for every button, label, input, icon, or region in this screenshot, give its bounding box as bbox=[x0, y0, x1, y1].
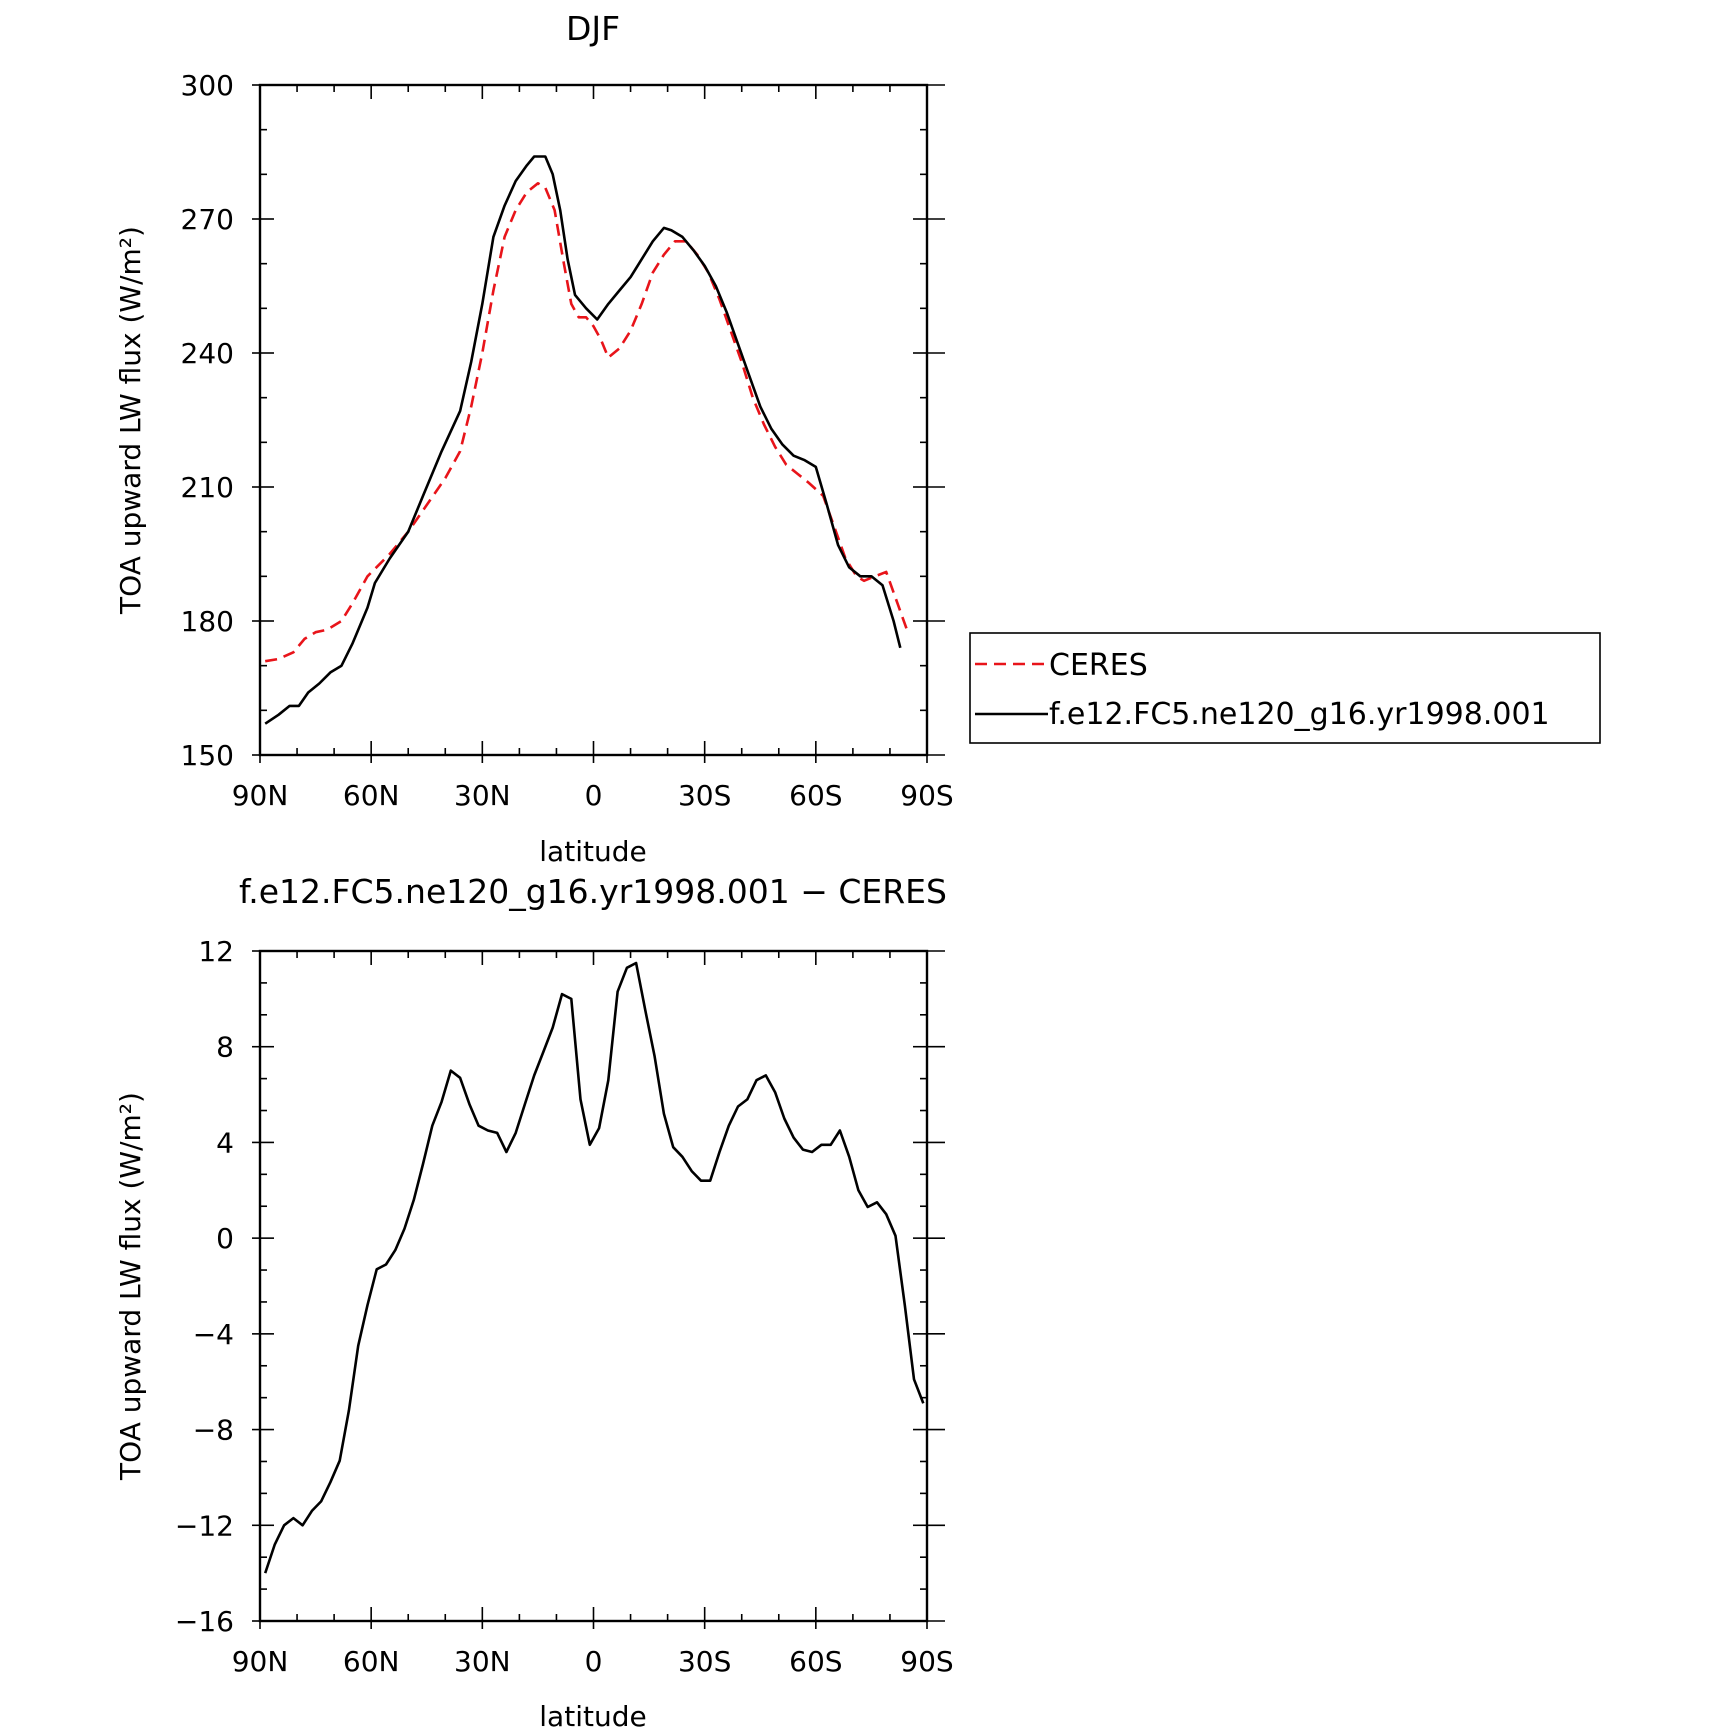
top-panel-frame bbox=[258, 83, 929, 757]
bottom-panel-ylabel: TOA upward LW flux (W/m²) bbox=[114, 1092, 147, 1481]
bottom-x-tick-label: 0 bbox=[585, 1645, 603, 1678]
bottom-y-tick-label: −8 bbox=[193, 1414, 234, 1447]
bottom-x-tick-label: 60S bbox=[789, 1645, 842, 1678]
top-panel-tick-labels: 90N 60N 30N 0 30S 60S 90S 150 180 210 240 270 300 bbox=[181, 69, 954, 812]
legend-box bbox=[969, 632, 1601, 744]
legend: CERES f.e12.FC5.ne120_g16.yr1998.001 bbox=[969, 632, 1601, 744]
top-y-tick-label: 210 bbox=[181, 471, 234, 504]
bottom-panel-tick-labels: 90N 60N 30N 0 30S 60S 90S −16 −12 −8 −4 0 4 8 12 bbox=[175, 935, 954, 1678]
top-y-tick-label: 180 bbox=[181, 605, 234, 638]
bottom-y-tick-label: 12 bbox=[198, 935, 234, 968]
bottom-y-tick-label: −12 bbox=[175, 1509, 234, 1542]
top-x-tick-label: 0 bbox=[585, 779, 603, 812]
bottom-y-tick-label: 0 bbox=[216, 1222, 234, 1255]
bottom-y-tick-label: 8 bbox=[216, 1031, 234, 1064]
top-x-tick-label: 60S bbox=[789, 779, 842, 812]
top-y-tick-label: 270 bbox=[181, 203, 234, 236]
bottom-x-tick-label: 90N bbox=[232, 1645, 289, 1678]
bottom-panel: f.e12.FC5.ne120_g16.yr1998.001 − CERES 9… bbox=[114, 872, 954, 1733]
top-x-tick-label: 30N bbox=[454, 779, 511, 812]
legend-label-ceres: CERES bbox=[1049, 648, 1148, 683]
bottom-panel-series bbox=[263, 961, 925, 1574]
top-x-tick-label: 90N bbox=[232, 779, 289, 812]
bottom-panel-xlabel: latitude bbox=[539, 1700, 646, 1733]
top-series-line-ceres bbox=[264, 182, 909, 663]
top-panel: DJF 90N 60N 30N 0 30S 60S 90S 150 180 210 240 270 30… bbox=[114, 9, 954, 868]
top-panel-series bbox=[264, 155, 909, 725]
top-panel-ticks bbox=[252, 84, 945, 763]
bottom-x-tick-label: 90S bbox=[900, 1645, 953, 1678]
top-panel-xlabel: latitude bbox=[539, 835, 646, 868]
top-x-tick-label: 60N bbox=[343, 779, 400, 812]
top-x-tick-label: 30S bbox=[678, 779, 731, 812]
bottom-y-tick-label: −4 bbox=[193, 1318, 234, 1351]
top-y-tick-label: 150 bbox=[181, 739, 234, 772]
bottom-x-tick-label: 60N bbox=[343, 1645, 400, 1678]
legend-label-model: f.e12.FC5.ne120_g16.yr1998.001 bbox=[1049, 697, 1550, 732]
bottom-y-tick-label: −16 bbox=[175, 1605, 234, 1638]
top-panel-ylabel: TOA upward LW flux (W/m²) bbox=[114, 226, 147, 615]
top-x-tick-label: 90S bbox=[900, 779, 953, 812]
top-series-line-f-e12-fc5-ne120-g16-yr1998-001 bbox=[264, 155, 902, 725]
bottom-y-tick-label: 4 bbox=[216, 1126, 234, 1159]
top-y-tick-label: 300 bbox=[181, 69, 234, 102]
bottom-x-tick-label: 30S bbox=[678, 1645, 731, 1678]
top-y-tick-label: 240 bbox=[181, 337, 234, 370]
bottom-x-tick-label: 30N bbox=[454, 1645, 511, 1678]
bottom-series-line-difference bbox=[263, 961, 925, 1574]
bottom-panel-ticks bbox=[252, 950, 945, 1629]
bottom-panel-title: f.e12.FC5.ne120_g16.yr1998.001 − CERES bbox=[239, 872, 947, 911]
top-panel-title: DJF bbox=[566, 9, 620, 48]
bottom-panel-frame bbox=[258, 949, 929, 1623]
